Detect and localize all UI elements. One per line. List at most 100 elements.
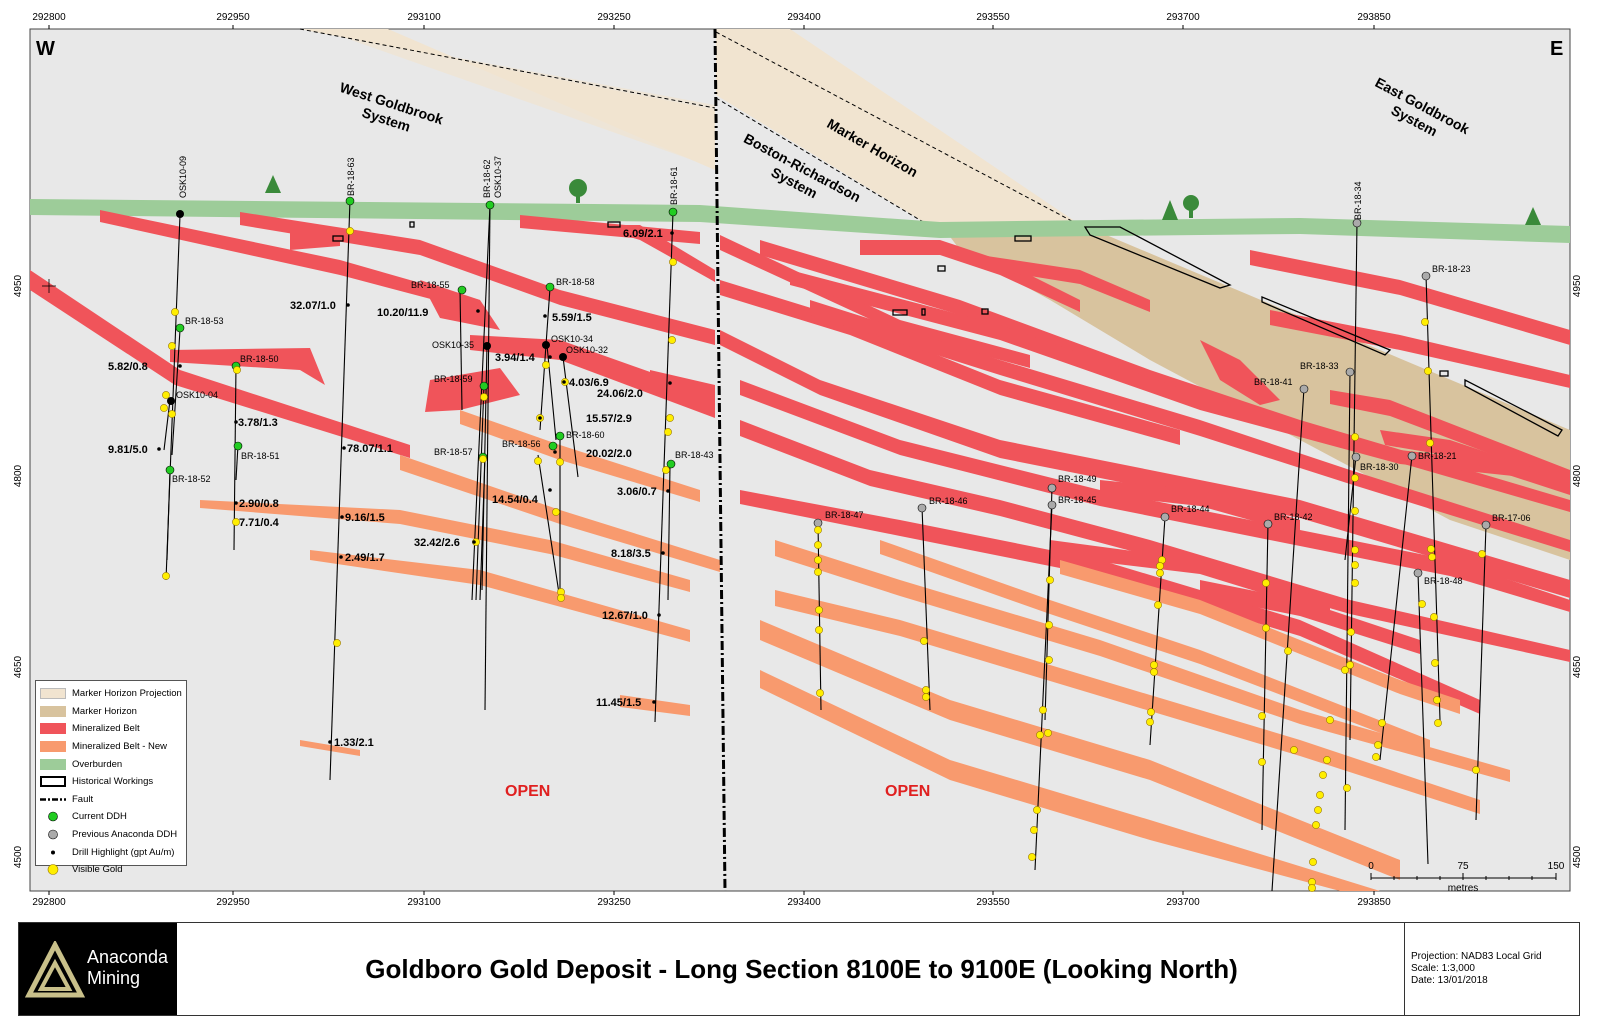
x-tick-bottom: 293850 [1357,897,1391,908]
marker-horizon-projection-east [716,29,1085,232]
fault-swatch [40,798,66,801]
hole-label: BR-18-42 [1274,512,1313,522]
mineralized-belts-new [200,410,1510,891]
legend-label: Mineralized Belt [72,723,140,735]
x-tick-top: 293100 [407,12,441,23]
x-tick-top: 293400 [787,12,821,23]
y-tick-right: 4500 [1572,845,1583,868]
hole-label: BR-18-48 [1424,576,1463,586]
previous-ddh-marker [1299,384,1309,394]
projection-edge-b [715,97,941,233]
previous-ddh-marker [1047,500,1057,510]
x-tick-bottom: 293250 [597,897,631,908]
highlight-label: 5.59/1.5 [552,312,592,324]
highlight-label: 3.94/1.4 [495,352,536,364]
hole-label: OSK10-32 [566,345,608,355]
previous-ddh-marker [813,518,823,528]
overburden [30,199,1570,243]
y-axis-labels: 4950 4800 4650 4500 4950 4800 4650 4500 [13,274,1583,868]
legend-label: Current DDH [72,811,127,823]
logo-line2: Mining [87,968,141,988]
legend-item: Current DDH [40,808,182,826]
legend-label: Visible Gold [72,864,123,876]
y-tick-left: 4650 [13,655,24,678]
collar-markers [165,196,1491,578]
highlight-label: 1.33/2.1 [334,737,374,749]
highlight-label: 5.82/0.8 [108,361,148,373]
scale-tick-0: 0 [1368,861,1374,872]
legend-label: Fault [72,793,94,805]
highlight-label: 8.18/3.5 [611,548,651,560]
highlight-label: 14.54/0.4 [492,494,539,506]
y-tick-left: 4950 [13,274,24,297]
hole-label: BR-18-50 [240,354,279,364]
hole-label: BR-18-52 [172,474,211,484]
scale-tick-75: 75 [1457,861,1469,872]
hole-label: BR-18-47 [825,510,864,520]
round-tree-icon [569,179,587,197]
hole-label: BR-18-58 [556,277,595,287]
hole-label: BR-18-55 [411,280,450,290]
current-ddh-marker [457,285,467,295]
previous-ddh-swatch [48,829,58,840]
x-tick-bottom: 293400 [787,897,821,908]
hole-label: BR-18-21 [1418,451,1457,461]
current-ddh-swatch [48,812,58,822]
current-ddh-marker [479,381,489,391]
legend-item: Visible Gold [40,861,182,879]
marker-horizon-projection-west-band [300,29,715,168]
collar-black-marker [542,341,550,349]
highlight-label: 32.42/2.6 [414,537,460,549]
legend-label: Mineralized Belt - New [72,741,168,753]
collar-black-marker [176,210,184,218]
pine-tree-icon [1525,207,1541,225]
highlight-label: 2.49/1.7 [345,552,385,564]
hole-label: BR-18-46 [929,496,968,506]
highlight-label: 32.07/1.0 [290,300,336,312]
highlight-label: 20.02/2.0 [586,448,632,460]
x-tick-top: 292800 [32,12,66,23]
x-tick-top: 293250 [597,12,631,23]
projection-text: Projection: NAD83 Local Grid [1411,951,1542,962]
pine-tree-icon [265,175,281,193]
hole-label: BR-18-33 [1300,361,1339,371]
current-ddh-marker [548,441,558,451]
highlight-labels: 6.09/2.1 32.07/1.0 10.20/11.9 5.59/1.5 5… [108,228,663,749]
scale-text: Scale: 1:3,000 [1411,963,1475,974]
round-tree-trunk [576,195,580,203]
overburden-swatch [40,758,66,770]
legend-item: Marker Horizon Projection [40,685,182,703]
x-tick-bottom: 293700 [1166,897,1200,908]
x-axis-bottom-labels: 292800 292950 293100 293250 293400 29355… [32,897,1391,908]
current-ddh-marker [485,200,495,210]
x-tick-bottom: 293550 [976,897,1010,908]
tree-icons [265,175,1541,225]
hole-label: BR-18-30 [1360,462,1399,472]
x-axis-ticks [48,25,1375,895]
hole-label: BR-17-06 [1492,513,1531,523]
collar-black-marker [167,397,175,405]
x-tick-bottom: 292950 [216,897,250,908]
legend-item: Mineralized Belt [40,720,182,738]
previous-ddh-marker [1413,568,1423,578]
legend-label: Previous Anaconda DDH [72,829,178,841]
drill-highlight-dots [157,231,674,744]
previous-ddh-marker [1351,452,1361,462]
title-block: Anaconda Mining Goldboro Gold Deposit - … [18,922,1580,1016]
x-tick-bottom: 293100 [407,897,441,908]
highlight-label: 2.90/0.8 [239,498,279,510]
previous-ddh-marker [917,503,927,513]
x-tick-top: 293550 [976,12,1010,23]
highlight-label: 6.09/2.1 [623,228,663,240]
current-ddh-marker [555,431,565,441]
highlight-label: 7.71/0.4 [239,517,280,529]
highlight-label: 3.78/1.3 [238,417,278,429]
y-tick-right: 4950 [1572,274,1583,297]
highlight-label: 11.45/1.5 [596,697,641,709]
current-ddh-marker [175,323,185,333]
previous-ddh-marker [1352,218,1362,228]
hole-label: OSK10-35 [432,340,474,350]
highlight-label: 10.20/11.9 [377,307,428,319]
map-title: Goldboro Gold Deposit - Long Section 810… [365,953,1238,984]
